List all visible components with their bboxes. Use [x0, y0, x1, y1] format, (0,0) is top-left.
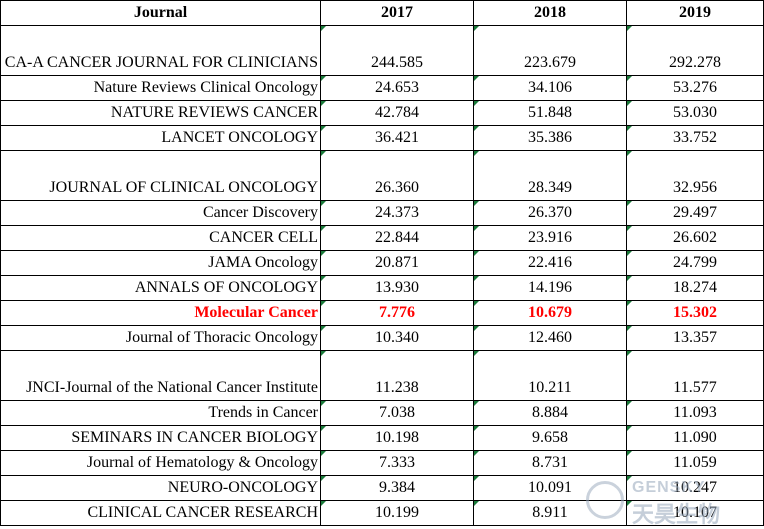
journal-cell: Nature Reviews Clinical Oncology: [0, 75, 321, 101]
value-2017: 36.421: [320, 125, 474, 151]
journal-cell: CLINICAL CANCER RESEARCH: [0, 500, 321, 526]
value-2019: 292.278: [626, 25, 764, 76]
value-2019: 18.274: [626, 275, 764, 301]
value-2017: 10.199: [320, 500, 474, 526]
journal-cell: Journal of Thoracic Oncology: [0, 325, 321, 351]
value-2019: 10.107: [626, 500, 764, 526]
header-2019: 2019: [626, 0, 764, 26]
value-2018: 22.416: [473, 250, 627, 276]
journal-cell: Cancer Discovery: [0, 200, 321, 226]
table-row: CA-A CANCER JOURNAL FOR CLINICIANS 244.5…: [0, 25, 764, 76]
value-2019: 10.247: [626, 475, 764, 501]
value-2017: 22.844: [320, 225, 474, 251]
value-2019: 53.276: [626, 75, 764, 101]
journal-cell: SEMINARS IN CANCER BIOLOGY: [0, 425, 321, 451]
journal-cell: Molecular Cancer: [0, 300, 321, 326]
value-2017: 26.360: [320, 150, 474, 201]
value-2019: 15.302: [626, 300, 764, 326]
journal-cell: Trends in Cancer: [0, 400, 321, 426]
journal-cell: CANCER CELL: [0, 225, 321, 251]
table-row: Journal of Thoracic Oncology 10.340 12.4…: [0, 325, 764, 351]
value-2018: 12.460: [473, 325, 627, 351]
value-2017: 7.038: [320, 400, 474, 426]
value-2017: 20.871: [320, 250, 474, 276]
table-row: Journal of Hematology & Oncology 7.333 8…: [0, 450, 764, 476]
journal-cell: ANNALS OF ONCOLOGY: [0, 275, 321, 301]
value-2018: 10.679: [473, 300, 627, 326]
value-2018: 10.211: [473, 350, 627, 401]
table-row: CANCER CELL 22.844 23.916 26.602: [0, 225, 764, 251]
value-2017: 24.653: [320, 75, 474, 101]
value-2017: 24.373: [320, 200, 474, 226]
value-2017: 13.930: [320, 275, 474, 301]
journal-cell: JNCI-Journal of the National Cancer Inst…: [0, 350, 321, 401]
value-2018: 23.916: [473, 225, 627, 251]
table-row-highlighted: Molecular Cancer 7.776 10.679 15.302: [0, 300, 764, 326]
value-2017: 10.340: [320, 325, 474, 351]
header-journal: Journal: [0, 0, 321, 26]
table-row: Nature Reviews Clinical Oncology 24.653 …: [0, 75, 764, 101]
journal-cell: JOURNAL OF CLINICAL ONCOLOGY: [0, 150, 321, 201]
value-2019: 33.752: [626, 125, 764, 151]
value-2018: 35.386: [473, 125, 627, 151]
value-2018: 223.679: [473, 25, 627, 76]
table-row: JOURNAL OF CLINICAL ONCOLOGY 26.360 28.3…: [0, 150, 764, 201]
table-row: Trends in Cancer 7.038 8.884 11.093: [0, 400, 764, 426]
table-row: SEMINARS IN CANCER BIOLOGY 10.198 9.658 …: [0, 425, 764, 451]
journal-cell: NATURE REVIEWS CANCER: [0, 100, 321, 126]
value-2018: 8.884: [473, 400, 627, 426]
value-2018: 8.731: [473, 450, 627, 476]
header-2018: 2018: [473, 0, 627, 26]
header-2017: 2017: [320, 0, 474, 26]
value-2017: 9.384: [320, 475, 474, 501]
value-2017: 11.238: [320, 350, 474, 401]
table-row: JNCI-Journal of the National Cancer Inst…: [0, 350, 764, 401]
journal-cell: LANCET ONCOLOGY: [0, 125, 321, 151]
value-2017: 7.776: [320, 300, 474, 326]
value-2019: 26.602: [626, 225, 764, 251]
header-row: Journal 2017 2018 2019: [0, 0, 764, 26]
table-row: NATURE REVIEWS CANCER 42.784 51.848 53.0…: [0, 100, 764, 126]
table-row: LANCET ONCOLOGY 36.421 35.386 33.752: [0, 125, 764, 151]
value-2019: 53.030: [626, 100, 764, 126]
value-2019: 11.093: [626, 400, 764, 426]
value-2017: 10.198: [320, 425, 474, 451]
value-2019: 11.577: [626, 350, 764, 401]
journal-cell: NEURO-ONCOLOGY: [0, 475, 321, 501]
table-row: CLINICAL CANCER RESEARCH 10.199 8.911 10…: [0, 500, 764, 526]
value-2018: 28.349: [473, 150, 627, 201]
value-2019: 32.956: [626, 150, 764, 201]
journal-cell: JAMA Oncology: [0, 250, 321, 276]
value-2018: 9.658: [473, 425, 627, 451]
value-2018: 51.848: [473, 100, 627, 126]
value-2018: 8.911: [473, 500, 627, 526]
value-2018: 14.196: [473, 275, 627, 301]
table-row: NEURO-ONCOLOGY 9.384 10.091 10.247: [0, 475, 764, 501]
value-2019: 11.090: [626, 425, 764, 451]
value-2018: 10.091: [473, 475, 627, 501]
table-row: Cancer Discovery 24.373 26.370 29.497: [0, 200, 764, 226]
journal-cell: CA-A CANCER JOURNAL FOR CLINICIANS: [0, 25, 321, 76]
value-2019: 24.799: [626, 250, 764, 276]
value-2017: 7.333: [320, 450, 474, 476]
value-2017: 244.585: [320, 25, 474, 76]
table-row: ANNALS OF ONCOLOGY 13.930 14.196 18.274: [0, 275, 764, 301]
value-2018: 26.370: [473, 200, 627, 226]
value-2019: 11.059: [626, 450, 764, 476]
journal-cell: Journal of Hematology & Oncology: [0, 450, 321, 476]
table-row: JAMA Oncology 20.871 22.416 24.799: [0, 250, 764, 276]
value-2018: 34.106: [473, 75, 627, 101]
value-2019: 29.497: [626, 200, 764, 226]
value-2019: 13.357: [626, 325, 764, 351]
value-2017: 42.784: [320, 100, 474, 126]
